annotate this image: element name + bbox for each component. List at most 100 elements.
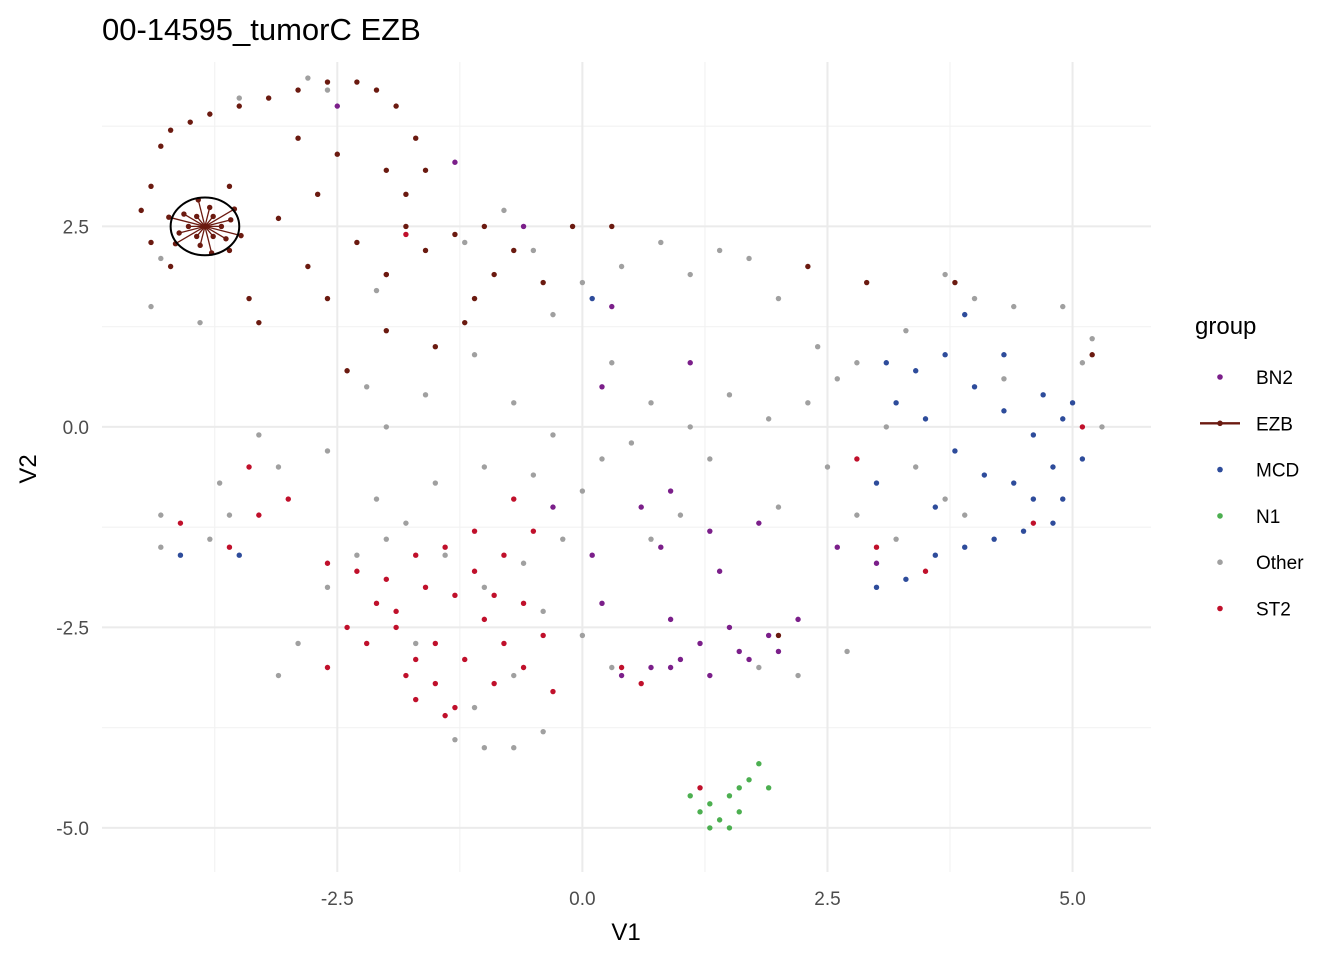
- chart-title: 00-14595_tumorC EZB: [102, 12, 421, 47]
- point-bn2: [520, 223, 527, 230]
- y-tick-label: -5.0: [56, 819, 89, 840]
- point-other: [1089, 335, 1095, 342]
- point-bn2: [667, 616, 674, 623]
- point-mcd: [1060, 496, 1066, 502]
- legend-item-bn2: BN2: [1217, 368, 1293, 389]
- point-ezb: [324, 79, 331, 85]
- point-st2: [462, 656, 468, 663]
- ezb-star-ray: [204, 225, 242, 237]
- ezb-star-center: [166, 197, 244, 256]
- point-ezb: [805, 263, 811, 270]
- point-other: [579, 279, 586, 286]
- point-other: [893, 536, 899, 542]
- point-bn2: [599, 384, 605, 390]
- point-ezb: [166, 214, 172, 220]
- ezb-star-ray: [183, 213, 206, 227]
- point-st2: [403, 672, 409, 679]
- series-ezb: [138, 79, 1095, 639]
- point-mcd: [883, 360, 889, 366]
- point-other: [1001, 376, 1007, 382]
- point-mcd: [236, 552, 242, 558]
- point-st2: [922, 568, 929, 574]
- point-bn2: [589, 552, 595, 558]
- point-st2: [393, 608, 399, 615]
- point-mcd: [903, 576, 909, 582]
- point-other: [511, 744, 517, 751]
- point-ezb: [295, 135, 301, 141]
- point-other: [609, 360, 615, 366]
- legend-key-point: [1217, 605, 1223, 612]
- point-ezb: [413, 135, 419, 141]
- point-st2: [422, 584, 429, 590]
- point-other: [148, 303, 154, 310]
- point-other: [707, 456, 713, 462]
- point-mcd: [913, 368, 919, 374]
- point-ezb: [148, 239, 154, 246]
- point-bn2: [550, 504, 556, 510]
- point-ezb: [373, 87, 380, 93]
- point-other: [364, 384, 370, 390]
- point-mcd: [932, 552, 939, 558]
- point-ezb: [210, 233, 216, 240]
- point-mcd: [1011, 480, 1017, 486]
- x-tick-label: 0.0: [569, 889, 595, 910]
- legend-item-other: Other: [1217, 553, 1304, 574]
- point-ezb: [432, 344, 439, 350]
- points-layer: [138, 75, 1105, 831]
- point-n1: [726, 825, 733, 831]
- point-other: [158, 544, 164, 550]
- point-n1: [736, 785, 742, 791]
- point-other: [383, 424, 390, 430]
- y-tick-label: -2.5: [56, 618, 89, 639]
- point-other: [481, 744, 488, 751]
- point-mcd: [589, 295, 595, 302]
- legend-item-mcd: MCD: [1217, 461, 1299, 482]
- point-bn2: [599, 600, 605, 607]
- point-other: [648, 400, 654, 406]
- point-other: [216, 480, 223, 486]
- point-st2: [432, 640, 439, 647]
- point-other: [834, 376, 840, 382]
- point-st2: [177, 520, 184, 526]
- major-gridlines: [102, 62, 1151, 872]
- point-mcd: [1079, 456, 1086, 462]
- point-n1: [736, 809, 742, 815]
- point-st2: [618, 664, 625, 671]
- point-ezb: [393, 103, 399, 109]
- point-bn2: [736, 648, 742, 655]
- ezb-star-ray: [204, 219, 231, 228]
- point-ezb: [383, 167, 390, 173]
- point-ezb: [207, 204, 213, 211]
- point-mcd: [177, 552, 184, 558]
- point-st2: [491, 680, 497, 687]
- point-st2: [246, 464, 252, 470]
- point-ezb: [246, 295, 252, 302]
- point-st2: [226, 544, 233, 550]
- x-tick-label: 2.5: [814, 889, 840, 910]
- point-bn2: [687, 360, 693, 366]
- y-tick-label: 2.5: [63, 217, 89, 238]
- point-st2: [452, 704, 458, 711]
- point-mcd: [1001, 352, 1007, 358]
- point-st2: [697, 785, 703, 791]
- point-n1: [716, 817, 723, 823]
- series-other: [148, 75, 1105, 751]
- point-other: [628, 440, 635, 446]
- point-other: [197, 319, 203, 326]
- point-other: [726, 392, 733, 398]
- point-other: [1099, 424, 1105, 430]
- point-ezb: [265, 95, 272, 101]
- point-st2: [364, 640, 370, 647]
- point-st2: [413, 552, 419, 558]
- point-bn2: [667, 488, 674, 494]
- point-other: [256, 432, 262, 438]
- point-n1: [726, 793, 733, 799]
- point-ezb: [952, 279, 958, 286]
- point-n1: [707, 825, 713, 831]
- point-ezb: [344, 368, 350, 374]
- point-other: [413, 640, 419, 647]
- point-other: [1079, 360, 1086, 366]
- point-other: [462, 239, 468, 246]
- point-st2: [873, 544, 880, 550]
- point-bn2: [697, 640, 703, 647]
